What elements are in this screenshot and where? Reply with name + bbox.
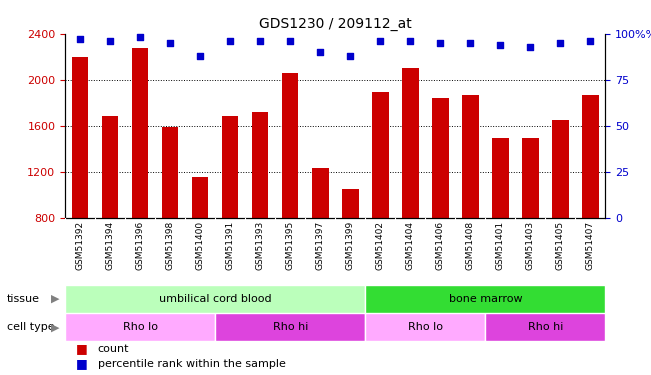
Text: GSM51406: GSM51406 <box>436 221 445 270</box>
Bar <box>72 57 89 217</box>
Bar <box>582 94 599 218</box>
Bar <box>102 116 118 218</box>
Text: GSM51401: GSM51401 <box>496 221 505 270</box>
Text: ■: ■ <box>76 357 88 370</box>
Point <box>105 38 115 44</box>
Bar <box>192 177 208 218</box>
Text: GSM51400: GSM51400 <box>196 221 204 270</box>
Point <box>465 40 475 46</box>
Text: percentile rank within the sample: percentile rank within the sample <box>98 359 285 369</box>
Point <box>345 53 355 59</box>
Bar <box>215 313 365 341</box>
Bar <box>222 116 238 218</box>
Point <box>585 38 596 44</box>
Text: Rho lo: Rho lo <box>408 322 443 332</box>
Point <box>75 36 85 42</box>
Text: Rho lo: Rho lo <box>122 322 158 332</box>
Text: ▶: ▶ <box>51 322 60 332</box>
Bar <box>365 313 486 341</box>
Point <box>525 44 536 50</box>
Text: ■: ■ <box>76 342 88 355</box>
Text: GSM51395: GSM51395 <box>286 221 295 270</box>
Bar <box>65 285 365 313</box>
Text: GSM51393: GSM51393 <box>256 221 265 270</box>
Bar <box>132 48 148 217</box>
Text: GSM51392: GSM51392 <box>76 221 85 270</box>
Text: count: count <box>98 344 129 354</box>
Bar <box>402 68 419 218</box>
Text: GSM51391: GSM51391 <box>226 221 235 270</box>
Text: ▶: ▶ <box>51 294 60 304</box>
Point <box>225 38 236 44</box>
Text: GSM51403: GSM51403 <box>526 221 535 270</box>
Text: Rho hi: Rho hi <box>528 322 563 332</box>
Text: GSM51394: GSM51394 <box>105 221 115 270</box>
Title: GDS1230 / 209112_at: GDS1230 / 209112_at <box>259 17 411 32</box>
Bar <box>372 92 389 218</box>
Text: bone marrow: bone marrow <box>449 294 522 304</box>
Text: GSM51399: GSM51399 <box>346 221 355 270</box>
Text: umbilical cord blood: umbilical cord blood <box>159 294 271 304</box>
Bar <box>365 285 605 313</box>
Point <box>405 38 415 44</box>
Text: tissue: tissue <box>7 294 40 304</box>
Bar <box>462 94 478 218</box>
Bar <box>162 127 178 218</box>
Text: Rho hi: Rho hi <box>273 322 308 332</box>
Point <box>165 40 175 46</box>
Text: GSM51398: GSM51398 <box>165 221 174 270</box>
Point <box>555 40 566 46</box>
Bar <box>65 313 215 341</box>
Point <box>435 40 445 46</box>
Bar <box>312 168 329 217</box>
Bar <box>486 313 605 341</box>
Text: GSM51396: GSM51396 <box>135 221 145 270</box>
Bar <box>522 138 538 218</box>
Point <box>375 38 385 44</box>
Text: GSM51407: GSM51407 <box>586 221 595 270</box>
Point <box>285 38 296 44</box>
Text: GSM51405: GSM51405 <box>556 221 565 270</box>
Text: GSM51408: GSM51408 <box>466 221 475 270</box>
Text: GSM51402: GSM51402 <box>376 221 385 270</box>
Text: cell type: cell type <box>7 322 54 332</box>
Bar <box>282 73 299 217</box>
Point <box>135 34 145 40</box>
Bar <box>432 98 449 218</box>
Text: GSM51397: GSM51397 <box>316 221 325 270</box>
Bar <box>342 189 359 218</box>
Point <box>495 42 506 48</box>
Point <box>255 38 266 44</box>
Bar <box>252 112 268 218</box>
Text: GSM51404: GSM51404 <box>406 221 415 270</box>
Bar <box>492 138 508 218</box>
Point <box>195 53 206 59</box>
Bar <box>552 120 569 218</box>
Point <box>315 49 326 55</box>
